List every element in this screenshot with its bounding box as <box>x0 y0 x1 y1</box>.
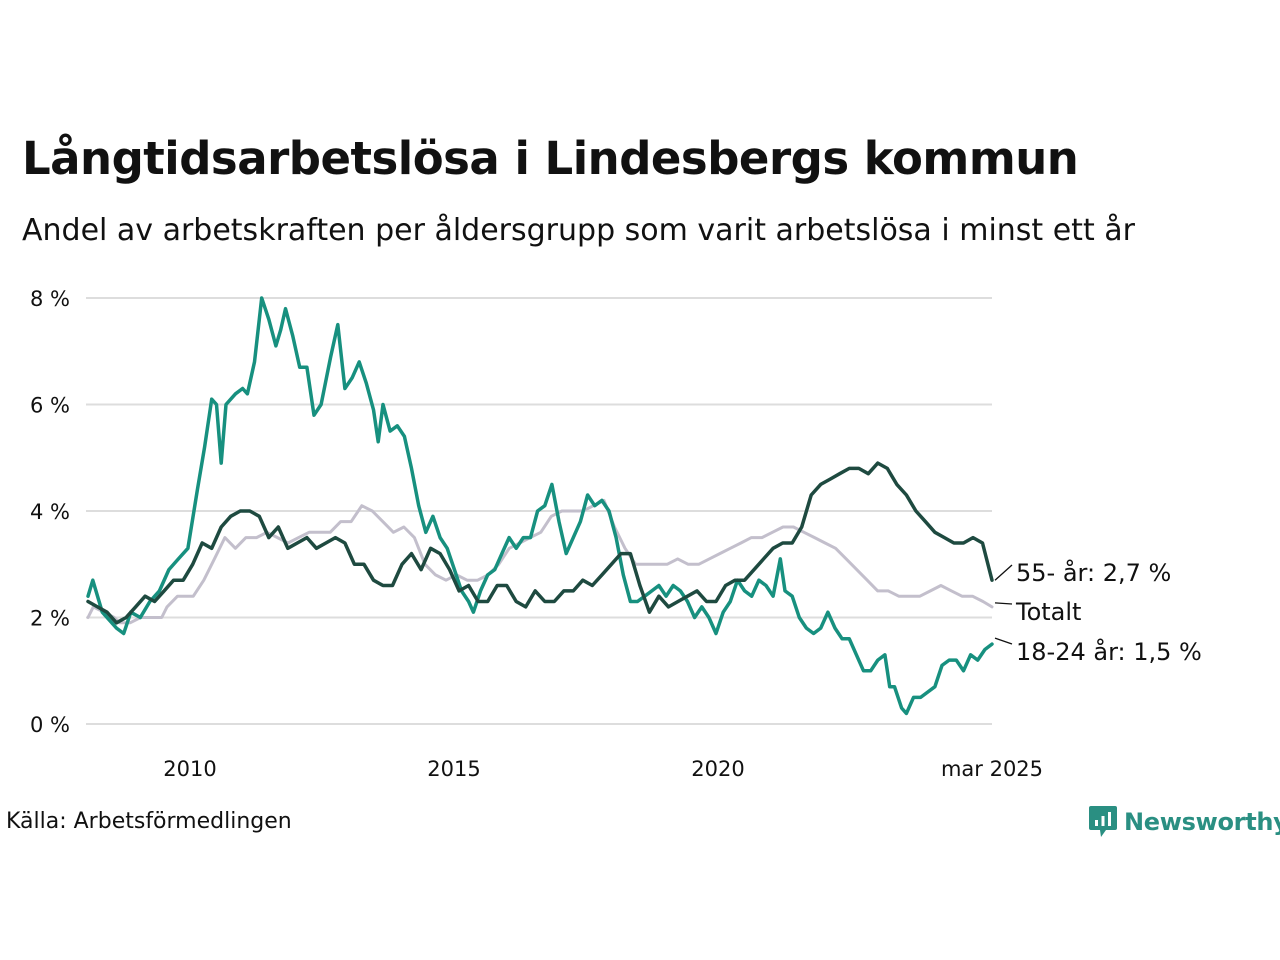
end-label-age_55: 55- år: 2,7 % <box>1016 558 1171 587</box>
y-tick-label: 4 % <box>30 500 70 524</box>
y-tick-label: 2 % <box>30 607 70 631</box>
end-labels: 55- år: 2,7 % Totalt 18-24 år: 1,5 % <box>994 558 1202 666</box>
y-tick-label: 0 % <box>30 713 70 737</box>
end-label-leader <box>994 637 1013 645</box>
source-note: Källa: Arbetsförmedlingen <box>6 809 292 834</box>
brand-logo: Newsworthy <box>1088 804 1280 840</box>
newsworthy-logo-icon <box>1089 806 1117 837</box>
series-line-age_18_24 <box>86 296 994 716</box>
end-label-leader <box>994 602 1013 605</box>
y-axis: 0 % 2 % 4 % 6 % 8 % <box>30 287 70 737</box>
end-label-total: Totalt <box>1015 598 1081 626</box>
page-subtitle: Andel av arbetskraften per åldersgrupp s… <box>22 213 1135 248</box>
series-line-age_55 <box>86 461 994 625</box>
x-tick-label: 2010 <box>163 757 216 781</box>
y-tick-label: 6 % <box>30 394 70 418</box>
end-label-leader <box>994 564 1013 581</box>
end-label-age_18_24: 18-24 år: 1,5 % <box>1016 637 1202 666</box>
x-tick-label: mar 2025 <box>941 757 1043 781</box>
series-line-total <box>86 498 994 625</box>
x-axis: 2010 2015 2020 mar 2025 <box>163 757 1043 781</box>
series-lines <box>86 296 994 716</box>
x-tick-label: 2020 <box>691 757 744 781</box>
page-title: Långtidsarbetslösa i Lindesbergs kommun <box>22 132 1079 185</box>
x-tick-label: 2015 <box>427 757 480 781</box>
y-tick-label: 8 % <box>30 287 70 311</box>
brand-name: Newsworthy <box>1124 808 1280 836</box>
